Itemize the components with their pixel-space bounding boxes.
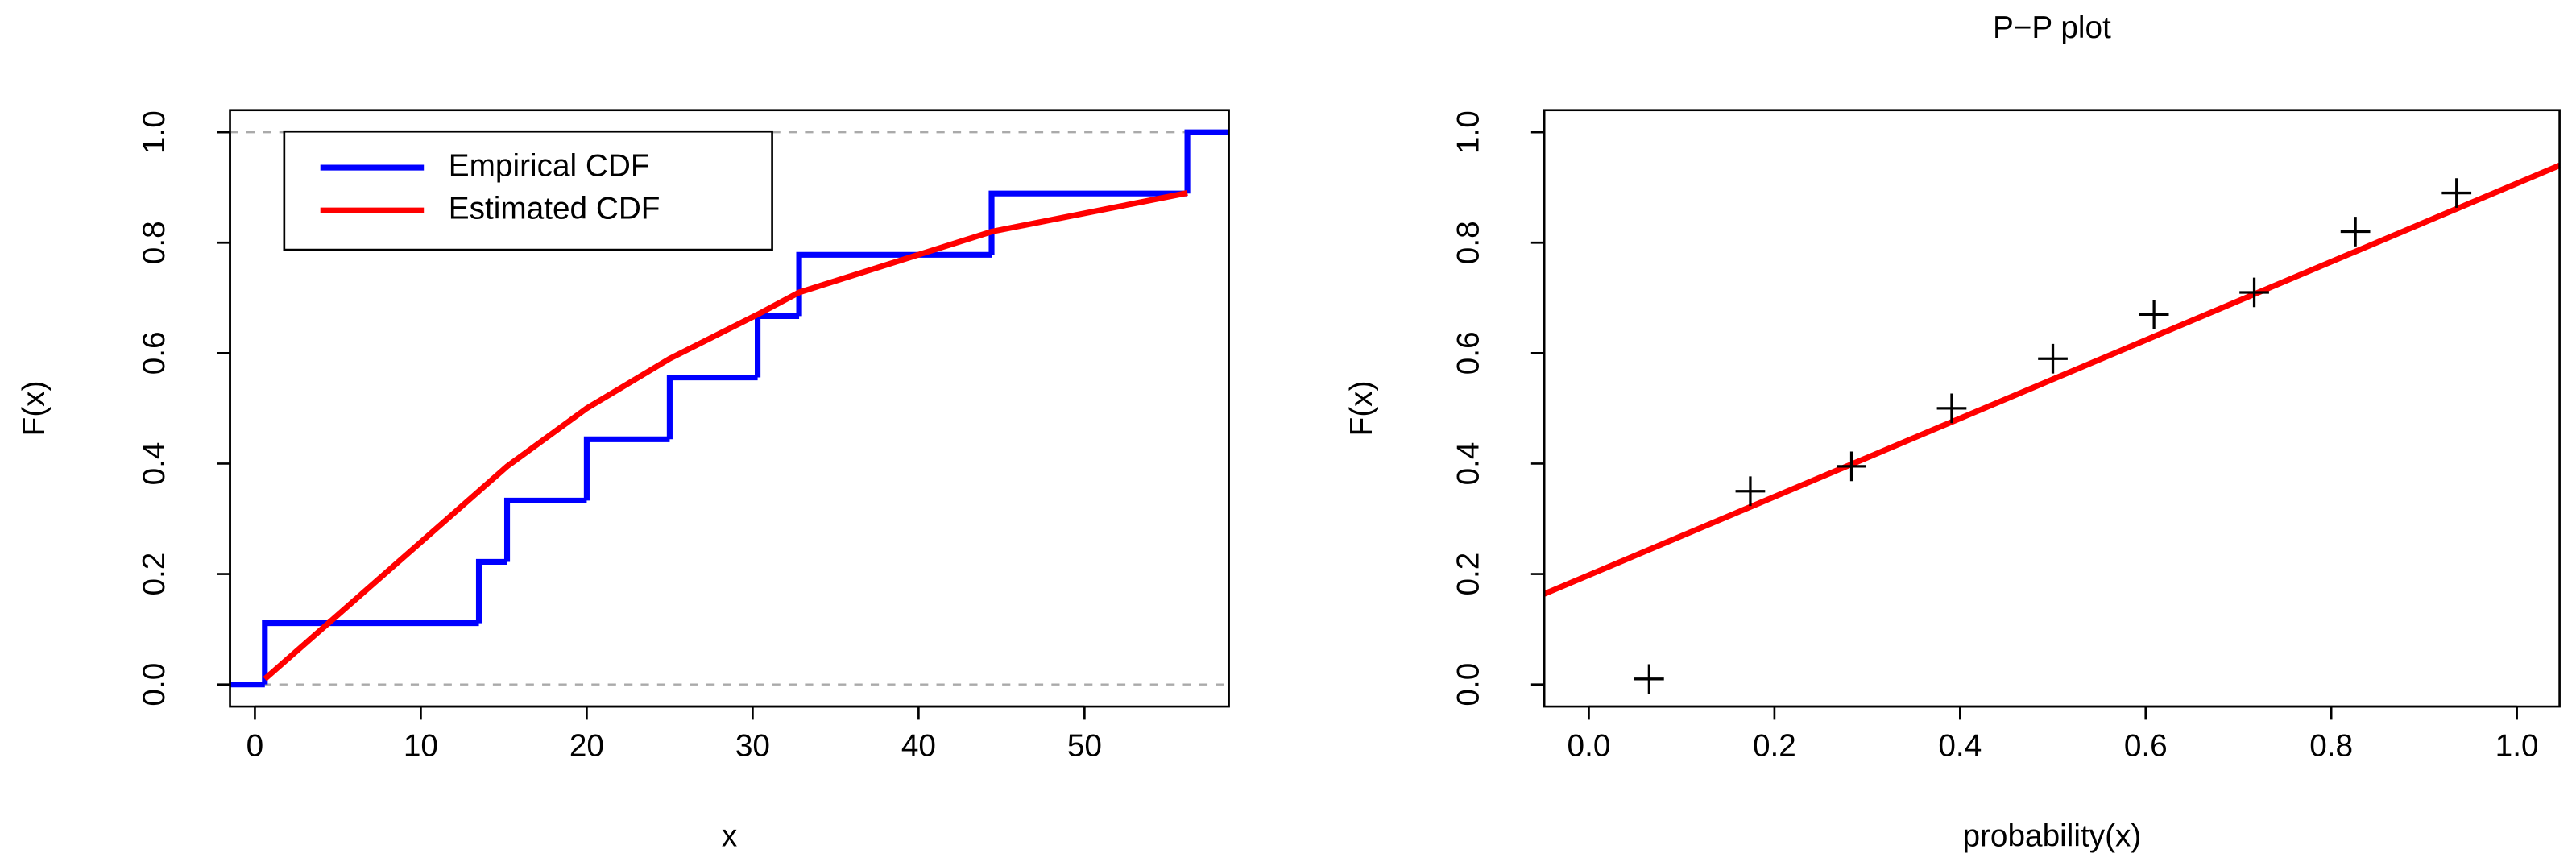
chart-title: P−P plot — [1993, 10, 2111, 45]
point — [1735, 476, 1766, 507]
x-tick-label: 40 — [901, 728, 936, 763]
plot-frame — [1543, 109, 2561, 708]
ecdf-step — [475, 558, 507, 624]
point — [1634, 664, 1664, 694]
x-tick-label: 0.2 — [1753, 728, 1796, 763]
x-tick-label: 30 — [735, 728, 770, 763]
y-tick-label: 0.2 — [1452, 553, 1486, 596]
point — [2239, 277, 2269, 308]
ecdf-step — [755, 313, 800, 378]
x-tick-label: 1.0 — [2495, 728, 2539, 763]
y-tick-label: 0.2 — [137, 553, 172, 596]
legend-box — [283, 130, 773, 251]
x-tick-label: 20 — [569, 728, 604, 763]
y-tick-label: 1.0 — [1452, 110, 1486, 154]
ecdf-step — [666, 374, 758, 440]
y-tick-label: 0.4 — [137, 442, 172, 486]
point — [1936, 393, 1967, 424]
x-axis-label: probability(x) — [1962, 818, 2141, 853]
y-tick-label: 0.8 — [137, 221, 172, 264]
cdf-line — [263, 190, 1188, 682]
plot-frame — [229, 109, 1230, 708]
y-axis-label: F(x) — [17, 380, 52, 436]
legend-label: Empirical CDF — [449, 148, 650, 183]
ecdf-step — [503, 497, 587, 562]
x-tick-label: 0.0 — [1568, 728, 1611, 763]
ecdf-step — [262, 620, 479, 685]
point — [2038, 343, 2068, 374]
x-tick-label: 0.8 — [2309, 728, 2353, 763]
point — [1837, 451, 1866, 482]
x-tick-label: 10 — [404, 728, 438, 763]
y-tick-label: 0.4 — [1452, 442, 1486, 486]
x-tick-label: 0.4 — [1938, 728, 1982, 763]
y-axis-label: F(x) — [1344, 380, 1379, 436]
y-tick-label: 0.6 — [137, 331, 172, 375]
point — [2139, 300, 2169, 329]
x-tick-label: 0 — [246, 728, 264, 763]
y-tick-label: 0.0 — [137, 663, 172, 706]
y-tick-label: 1.0 — [137, 110, 172, 154]
x-axis-label: x — [722, 818, 737, 853]
y-tick-label: 0.6 — [1452, 331, 1486, 375]
legend-label: Estimated CDF — [449, 191, 661, 226]
point — [2340, 217, 2371, 247]
ecdf-step — [583, 436, 670, 501]
y-tick-label: 0.0 — [1452, 663, 1486, 706]
x-tick-label: 0.6 — [2124, 728, 2168, 763]
y-tick-label: 0.8 — [1452, 221, 1486, 264]
x-tick-label: 50 — [1067, 728, 1102, 763]
fit-line — [1543, 162, 2561, 597]
ecdf-step — [1184, 129, 1229, 194]
point — [2441, 178, 2472, 208]
